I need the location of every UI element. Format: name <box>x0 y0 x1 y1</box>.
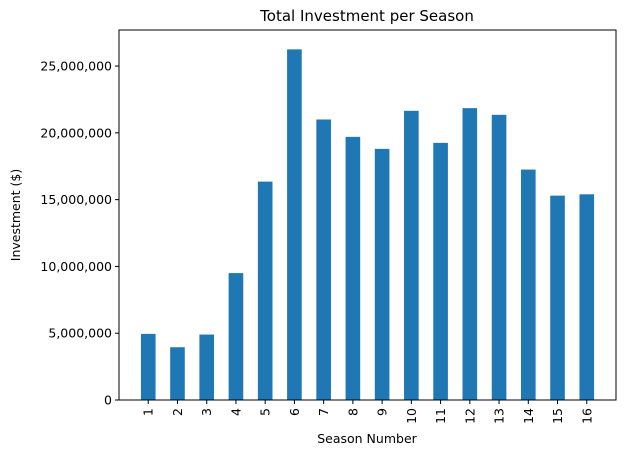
bar-season-6 <box>287 49 302 401</box>
x-tick-label: 11 <box>433 408 448 424</box>
x-tick-label: 5 <box>258 408 273 416</box>
x-axis-label: Season Number <box>317 431 417 446</box>
bar-season-8 <box>345 136 361 401</box>
bar-season-13 <box>491 114 507 400</box>
y-tick-label: 10,000,000 <box>40 259 112 274</box>
y-tick-label: 15,000,000 <box>40 192 112 207</box>
bar-season-9 <box>374 148 390 400</box>
x-axis: 1 2 3 4 5 6 7 8 9 10 11 12 13 14 15 16 <box>141 400 594 424</box>
x-tick-label: 10 <box>404 408 419 424</box>
bar-season-2 <box>170 347 185 400</box>
bar-season-11 <box>433 142 448 400</box>
x-tick-label: 8 <box>345 408 360 416</box>
plot-frame <box>118 29 617 401</box>
x-tick-label: 6 <box>287 408 302 416</box>
x-tick-label: 9 <box>375 408 390 416</box>
x-tick-label: 3 <box>199 408 214 416</box>
y-tick-label: 5,000,000 <box>48 326 112 341</box>
bar-season-12 <box>462 108 478 400</box>
bar-season-10 <box>404 110 419 400</box>
x-tick-label: 13 <box>492 408 507 424</box>
chart-title: Total Investment per Season <box>259 7 474 25</box>
x-tick-label: 16 <box>579 408 594 424</box>
bar-season-15 <box>550 195 565 400</box>
bar-season-5 <box>257 181 273 400</box>
y-axis: 0 5,000,000 10,000,000 15,000,000 20,000,000… <box>40 59 119 408</box>
bar-season-7 <box>316 119 331 401</box>
y-tick-label: 25,000,000 <box>40 59 112 74</box>
x-tick-label: 12 <box>462 408 477 424</box>
y-axis-label: Investment ($) <box>8 169 23 261</box>
bar-season-1 <box>140 333 156 400</box>
bar-season-4 <box>228 273 244 400</box>
x-tick-label: 4 <box>228 408 243 416</box>
y-tick-label: 0 <box>104 393 112 408</box>
bar-season-14 <box>520 169 536 400</box>
bar-season-16 <box>579 194 595 400</box>
bar-season-3 <box>199 334 215 400</box>
x-tick-label: 15 <box>550 408 565 424</box>
x-tick-label: 1 <box>141 408 156 416</box>
x-tick-label: 2 <box>170 408 185 416</box>
y-tick-label: 20,000,000 <box>40 125 112 140</box>
x-tick-label: 7 <box>316 408 331 416</box>
bars-group <box>140 49 595 401</box>
x-tick-label: 14 <box>521 408 536 424</box>
